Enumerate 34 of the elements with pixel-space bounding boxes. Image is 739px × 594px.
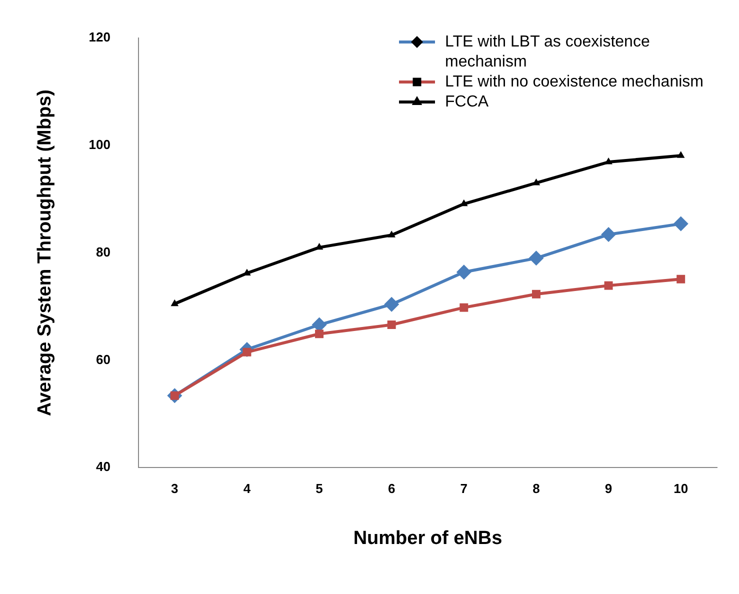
- point: [604, 281, 613, 290]
- point: [604, 158, 612, 164]
- point: [456, 264, 472, 280]
- x-tick-label: 10: [674, 480, 688, 496]
- point: [170, 299, 179, 306]
- x-tick-label: 4: [243, 480, 252, 496]
- x-tick-label: 8: [532, 480, 540, 496]
- point: [676, 274, 686, 284]
- point: [384, 296, 400, 312]
- y-axis-title: Average System Throughput (Mbps): [34, 90, 56, 416]
- x-tick-label: 5: [316, 480, 323, 496]
- y-tick-label: 120: [88, 30, 110, 45]
- point: [387, 320, 396, 329]
- point: [532, 178, 540, 186]
- point: [673, 216, 688, 232]
- point: [601, 227, 616, 242]
- y-tick-label: 40: [96, 459, 110, 474]
- x-tick-label: 3: [171, 480, 178, 496]
- legend-label: LTE with LBT as coexistence mechanism: [445, 33, 650, 70]
- point: [528, 250, 544, 266]
- point: [315, 330, 324, 338]
- y-tick-label: 100: [88, 136, 110, 152]
- x-tick-label: 9: [604, 480, 612, 496]
- point: [532, 290, 540, 298]
- point: [676, 151, 685, 158]
- legend-label: LTE with no coexistence mechanism: [445, 73, 704, 90]
- point: [460, 303, 468, 312]
- point: [388, 230, 396, 238]
- x-tick-label: 7: [460, 480, 468, 496]
- y-tick-label: 60: [96, 352, 110, 367]
- x-axis-title: Number of eNBs: [353, 528, 502, 549]
- y-tick-label: 80: [96, 244, 110, 260]
- x-tick-label: 6: [388, 480, 396, 496]
- legend-label: FCCA: [445, 93, 489, 110]
